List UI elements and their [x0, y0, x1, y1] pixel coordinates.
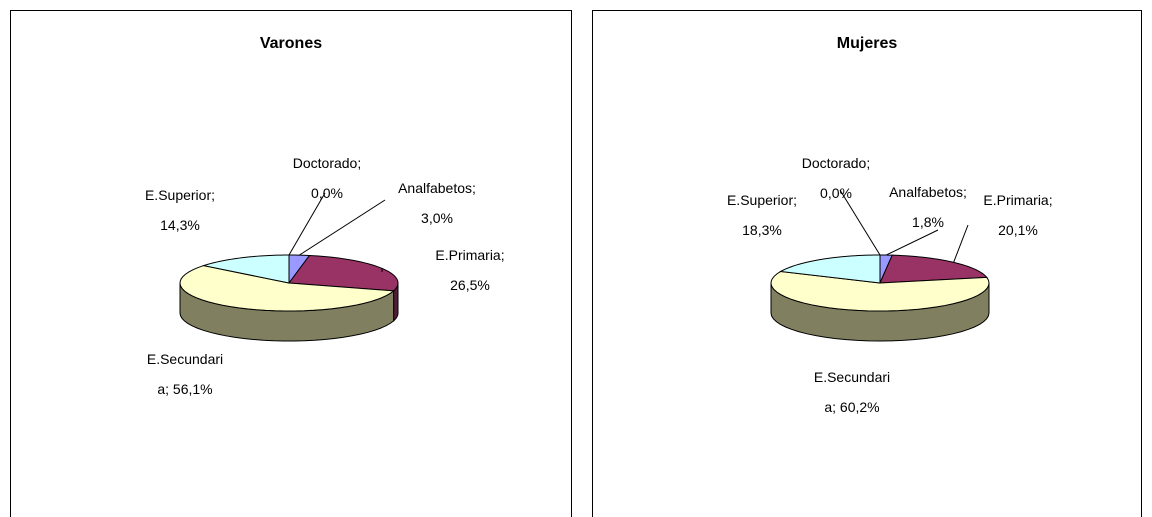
- data-label: E.Secundaria; 60,2%: [813, 369, 891, 415]
- pie-slice: [779, 254, 881, 284]
- data-label: Analfabetos; 1,8%: [889, 184, 967, 230]
- data-label: E.Superior; 14,3%: [144, 187, 216, 233]
- panel: [592, 10, 1142, 517]
- leader-line: [288, 192, 326, 256]
- leader-line: [839, 189, 881, 256]
- data-label: E.Primaria; 26,5%: [435, 247, 505, 293]
- pie-slice: [201, 254, 290, 284]
- data-label: Doctorado; 0,0%: [801, 155, 871, 201]
- data-label: E.Secundaria; 56,1%: [146, 351, 224, 397]
- data-label: Analfabetos; 3,0%: [398, 180, 476, 226]
- leader-line: [298, 199, 386, 256]
- panel: [10, 10, 572, 517]
- pie-slice: [179, 265, 395, 312]
- chart-title: Mujeres: [836, 35, 898, 52]
- leader-line: [885, 229, 939, 256]
- data-label: E.Superior; 18,3%: [726, 192, 798, 238]
- pie-slice: [770, 270, 990, 312]
- pie-slice: [879, 254, 988, 284]
- pie-slice: [288, 254, 399, 292]
- chart-title: Varones: [259, 35, 323, 52]
- data-label: E.Primaria; 20,1%: [983, 192, 1053, 238]
- leader-line: [953, 224, 969, 263]
- data-label: Doctorado; 0,0%: [292, 155, 362, 201]
